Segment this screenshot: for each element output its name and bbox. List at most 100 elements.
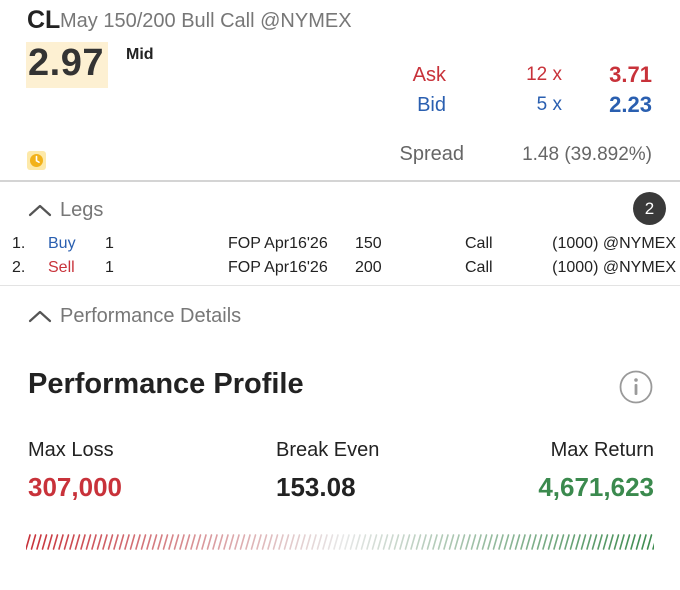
gradient-bar-stroke	[289, 534, 295, 550]
gradient-bar-stroke	[569, 534, 576, 550]
gradient-bar-stroke	[476, 534, 482, 550]
leg-row[interactable]: 1. Buy 1 FOP Apr16'26 150 Call (1000) @N…	[0, 235, 680, 257]
gradient-bar-stroke	[305, 534, 312, 550]
gradient-bar-stroke	[168, 534, 174, 550]
ask-label: Ask	[412, 64, 446, 86]
mid-price: 2.97	[28, 42, 104, 84]
gradient-bar-stroke	[547, 534, 554, 550]
gradient-bar-stroke	[404, 534, 411, 550]
gradient-bar-stroke	[580, 534, 587, 550]
gradient-bar-stroke	[399, 534, 405, 550]
gradient-bar-stroke	[234, 534, 240, 550]
gradient-bar-stroke	[124, 534, 130, 550]
symbol: CL	[27, 6, 61, 34]
gradient-bar-stroke	[520, 534, 526, 550]
gradient-bar-stroke	[542, 534, 548, 550]
gradient-bar-stroke	[102, 534, 108, 550]
gradient-bar-stroke	[206, 534, 213, 550]
leg-quantity: 1	[105, 235, 114, 252]
gradient-bar-stroke	[311, 534, 317, 550]
gradient-bar-stroke	[30, 534, 37, 550]
max-return-label: Max Return	[550, 439, 654, 461]
gradient-bar-stroke	[602, 534, 609, 550]
leg-exchange: (1000) @NYMEX	[552, 259, 676, 276]
gradient-bar-stroke	[333, 534, 339, 550]
leg-right: Call	[465, 235, 493, 252]
gradient-bar-stroke	[113, 534, 119, 550]
gradient-bar-stroke	[41, 534, 48, 550]
gradient-bar-stroke	[514, 534, 521, 550]
gradient-bar-stroke	[223, 534, 229, 550]
gradient-bar-stroke	[267, 534, 273, 550]
clock-icon	[27, 151, 46, 170]
gradient-bar-stroke	[283, 534, 290, 550]
gradient-bar-stroke	[470, 534, 477, 550]
gradient-bar-stroke	[212, 534, 218, 550]
gradient-bar-stroke	[503, 534, 510, 550]
leg-strike: 200	[355, 259, 382, 276]
legs-title: Legs	[60, 198, 104, 221]
gradient-bar-stroke	[201, 534, 207, 550]
gradient-bar-stroke	[338, 534, 345, 550]
gradient-bar-stroke	[481, 534, 488, 550]
gradient-bar-stroke	[575, 534, 581, 550]
performance-details-toggle[interactable]: Performance Details	[28, 301, 241, 331]
gradient-bar-stroke	[641, 534, 647, 550]
gradient-bar-stroke	[525, 534, 532, 550]
max-loss-label: Max Loss	[28, 439, 114, 461]
gradient-bar-stroke	[432, 534, 438, 550]
gradient-bar-stroke	[586, 534, 592, 550]
gradient-bar-stroke	[36, 534, 42, 550]
section-divider	[0, 180, 680, 182]
legs-count-badge: 2	[633, 192, 666, 225]
gradient-bar-stroke	[52, 534, 59, 550]
gradient-bar-stroke	[355, 534, 361, 550]
gradient-bar-stroke	[195, 534, 202, 550]
gradient-bar-stroke	[179, 534, 185, 550]
gradient-bar-stroke	[591, 534, 598, 550]
gradient-bar-stroke	[448, 534, 455, 550]
gradient-bar-stroke	[426, 534, 433, 550]
gradient-bar-stroke	[184, 534, 191, 550]
legs-toggle[interactable]: Legs	[28, 195, 103, 225]
chevron-up-icon	[28, 204, 52, 217]
spread-value: 1.48 (39.892%)	[522, 144, 652, 165]
contract-description: May 150/200 Bull Call @NYMEX	[60, 10, 352, 32]
gradient-bar-stroke	[91, 534, 97, 550]
ask-price: 3.71	[609, 62, 652, 87]
gradient-bar-stroke	[74, 534, 81, 550]
gradient-bar-stroke	[118, 534, 125, 550]
gradient-bar-stroke	[129, 534, 136, 550]
gradient-bar-stroke	[437, 534, 444, 550]
gradient-bar-stroke	[377, 534, 383, 550]
break-even-label: Break Even	[276, 439, 380, 461]
spread-label: Spread	[399, 143, 465, 165]
gradient-bar-stroke	[459, 534, 466, 550]
gradient-bar-stroke	[107, 534, 114, 550]
gradient-bar-stroke	[393, 534, 400, 550]
gradient-bar-stroke	[382, 534, 389, 550]
gradient-bar-stroke	[536, 534, 543, 550]
break-even-value: 153.08	[276, 472, 356, 502]
ask-size: 12 x	[526, 64, 562, 85]
gradient-bar-stroke	[69, 534, 75, 550]
leg-row[interactable]: 2. Sell 1 FOP Apr16'26 200 Call (1000) @…	[0, 259, 680, 281]
gradient-bar-stroke	[360, 534, 367, 550]
gradient-bar-stroke	[558, 534, 565, 550]
bid-label: Bid	[417, 94, 446, 116]
gradient-bar-stroke	[624, 534, 631, 550]
chevron-up-icon	[28, 310, 52, 323]
gradient-bar-stroke	[465, 534, 471, 550]
section-divider	[0, 285, 680, 286]
gradient-bar-stroke	[531, 534, 537, 550]
gradient-bar-stroke	[96, 534, 103, 550]
gradient-bar-stroke	[228, 534, 235, 550]
leg-exchange: (1000) @NYMEX	[552, 235, 676, 252]
gradient-bar-stroke	[597, 534, 603, 550]
max-loss-value: 307,000	[28, 472, 122, 502]
gradient-bar-stroke	[80, 534, 86, 550]
gradient-bar-stroke	[157, 534, 163, 550]
info-icon[interactable]	[619, 370, 653, 404]
gradient-bar-stroke	[509, 534, 515, 550]
leg-strike: 150	[355, 235, 382, 252]
